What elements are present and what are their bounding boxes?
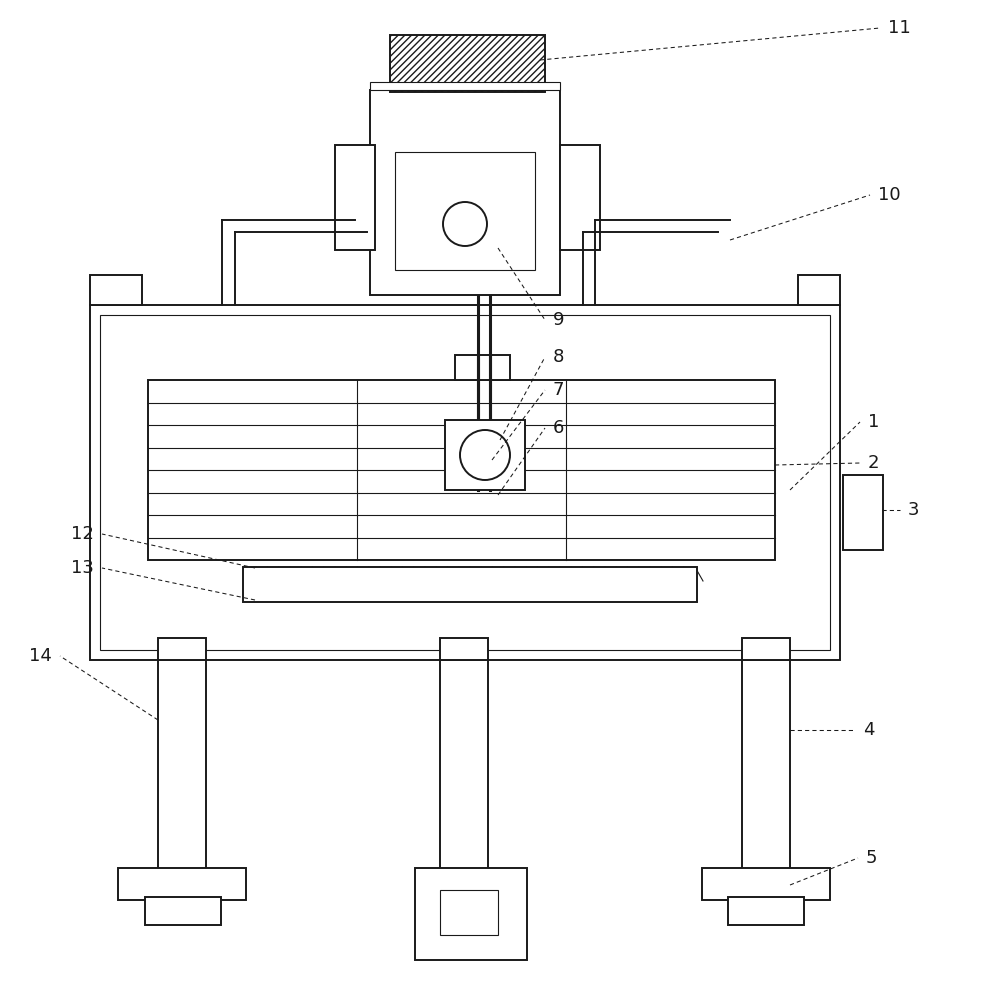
Bar [415, 868, 527, 960]
Text: 10: 10 [878, 186, 901, 204]
Text: 12: 12 [71, 525, 94, 543]
Text: 8: 8 [553, 348, 564, 366]
Bar [390, 35, 545, 92]
Bar [440, 660, 488, 870]
Bar [395, 152, 535, 270]
Text: 6: 6 [553, 419, 564, 437]
Text: 14: 14 [29, 647, 52, 665]
Text: 3: 3 [908, 501, 920, 519]
Text: 4: 4 [863, 721, 874, 739]
Text: 13: 13 [71, 559, 94, 577]
Bar [118, 868, 246, 900]
Bar [335, 145, 375, 250]
Bar [370, 82, 560, 90]
Bar [742, 660, 790, 870]
Bar [158, 638, 206, 660]
Bar [742, 638, 790, 660]
Text: 1: 1 [868, 413, 879, 431]
Bar [90, 275, 142, 305]
Bar [440, 638, 488, 660]
Bar [100, 315, 830, 650]
Bar [702, 868, 830, 900]
Bar [455, 355, 510, 380]
Bar [90, 305, 840, 660]
Bar [843, 475, 883, 550]
Bar [440, 890, 498, 935]
Bar [158, 660, 206, 870]
Bar [798, 275, 840, 305]
Text: 9: 9 [553, 311, 564, 329]
Text: 2: 2 [868, 454, 880, 472]
Bar [560, 145, 600, 250]
Text: 5: 5 [866, 849, 878, 867]
Bar [370, 90, 560, 295]
Text: 11: 11 [888, 19, 911, 37]
Bar [445, 420, 525, 490]
Bar [728, 897, 804, 925]
Text: 7: 7 [553, 381, 564, 399]
Bar [145, 897, 221, 925]
Bar [243, 567, 697, 602]
Bar [148, 380, 775, 560]
